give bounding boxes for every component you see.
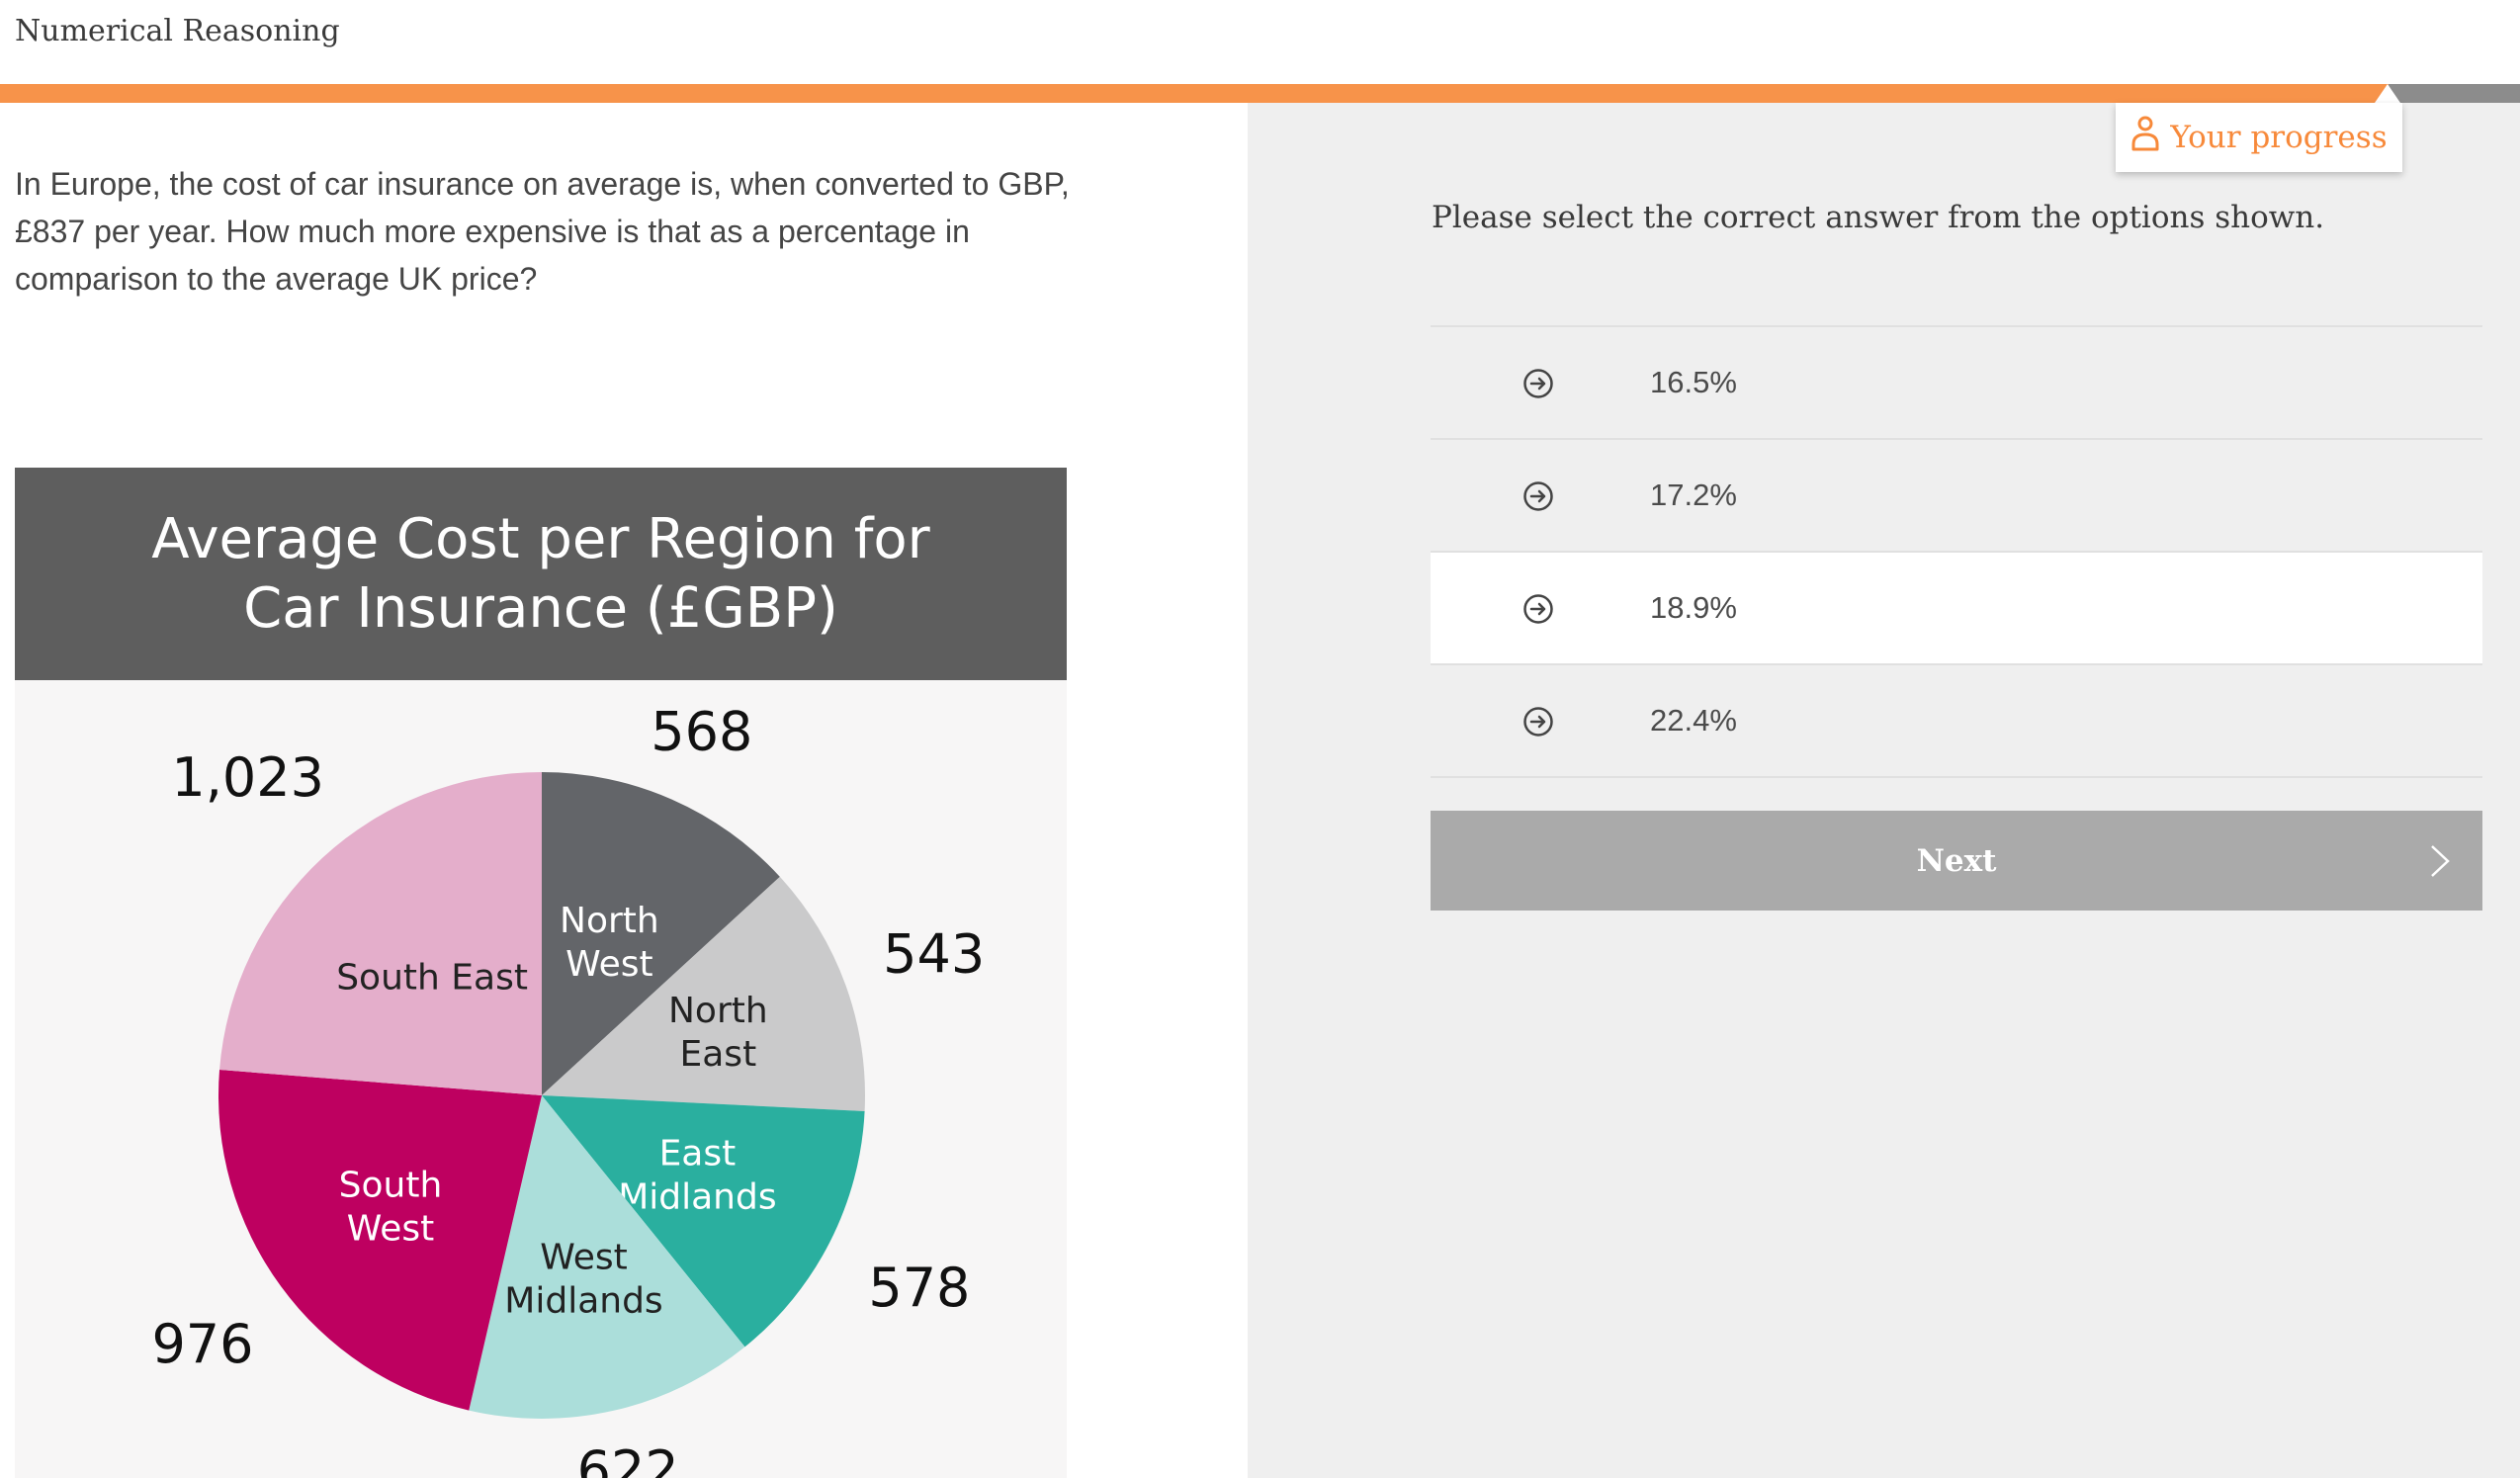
chart-title-line-1: Average Cost per Region for <box>151 506 930 571</box>
answer-prompt: Please select the correct answer from th… <box>1432 200 2325 235</box>
pie-chart-card: Average Cost per Region for Car Insuranc… <box>15 468 1067 1478</box>
pie-slice-north-west <box>542 772 780 1095</box>
chevron-right-icon <box>2431 845 2450 877</box>
slice-label-north-east: North <box>668 991 768 1031</box>
answer-option-label: 16.5% <box>1650 365 1737 399</box>
pie-slice-west-midlands <box>469 1095 745 1419</box>
slice-label-east-midlands: Midlands <box>618 1177 776 1218</box>
answer-option-4[interactable]: 22.4% <box>1431 665 2482 778</box>
slice-value-west-midlands: 622 <box>577 1439 679 1478</box>
progress-bar-fill <box>0 84 2390 103</box>
slice-label-west-midlands: Midlands <box>504 1280 662 1321</box>
slice-value-south-east: 1,023 <box>171 746 324 809</box>
app-title: Numerical Reasoning <box>15 14 340 48</box>
pie-slice-south-east <box>219 772 542 1095</box>
slice-label-south-west: West <box>347 1209 435 1250</box>
next-button-label: Next <box>1916 842 1997 879</box>
answer-options: 16.5% 17.2% 18.9% 22.4% <box>1431 325 2482 778</box>
answer-option-3[interactable]: 18.9% <box>1431 553 2482 665</box>
pie-slice-north-east <box>542 876 865 1111</box>
answer-option-1[interactable]: 16.5% <box>1431 327 2482 440</box>
next-button[interactable]: Next <box>1431 811 2482 911</box>
answer-option-label: 22.4% <box>1650 703 1737 738</box>
arrow-circle-icon <box>1523 481 1553 511</box>
answer-option-label: 17.2% <box>1650 478 1737 512</box>
question-text: In Europe, the cost of car insurance on … <box>15 166 1070 297</box>
answer-panel <box>1248 103 2520 1478</box>
slice-label-north-east: East <box>680 1034 757 1075</box>
pie-chart: NorthWest568NorthEast543EastMidlands578W… <box>151 701 985 1478</box>
slice-value-north-west: 568 <box>651 701 752 763</box>
chart-title: Average Cost per Region for Car Insuranc… <box>15 468 1067 680</box>
pie-slice-south-west <box>217 1070 542 1411</box>
your-progress-button[interactable]: Your progress <box>2116 103 2402 172</box>
slice-value-south-west: 976 <box>151 1313 253 1375</box>
progress-marker <box>2375 84 2400 103</box>
chart-title-line-2: Car Insurance (£GBP) <box>243 575 838 641</box>
slice-label-south-east: South East <box>336 957 528 998</box>
answer-option-2[interactable]: 17.2% <box>1431 440 2482 553</box>
slice-label-north-west: North <box>560 901 659 941</box>
slice-value-east-midlands: 578 <box>868 1257 970 1319</box>
arrow-circle-icon <box>1523 594 1553 624</box>
slice-label-north-west: West <box>565 944 653 985</box>
person-icon <box>2130 115 2160 160</box>
arrow-circle-icon <box>1523 707 1553 737</box>
slice-label-east-midlands: East <box>659 1134 737 1174</box>
arrow-circle-icon <box>1523 369 1553 398</box>
progress-bar <box>0 84 2520 103</box>
pie-slice-east-midlands <box>542 1095 865 1348</box>
slice-value-north-east: 543 <box>883 922 985 985</box>
slice-label-west-midlands: West <box>540 1237 628 1277</box>
answer-option-label: 18.9% <box>1650 590 1737 625</box>
your-progress-label: Your progress <box>2170 120 2388 155</box>
slice-label-south-west: South <box>339 1166 443 1206</box>
